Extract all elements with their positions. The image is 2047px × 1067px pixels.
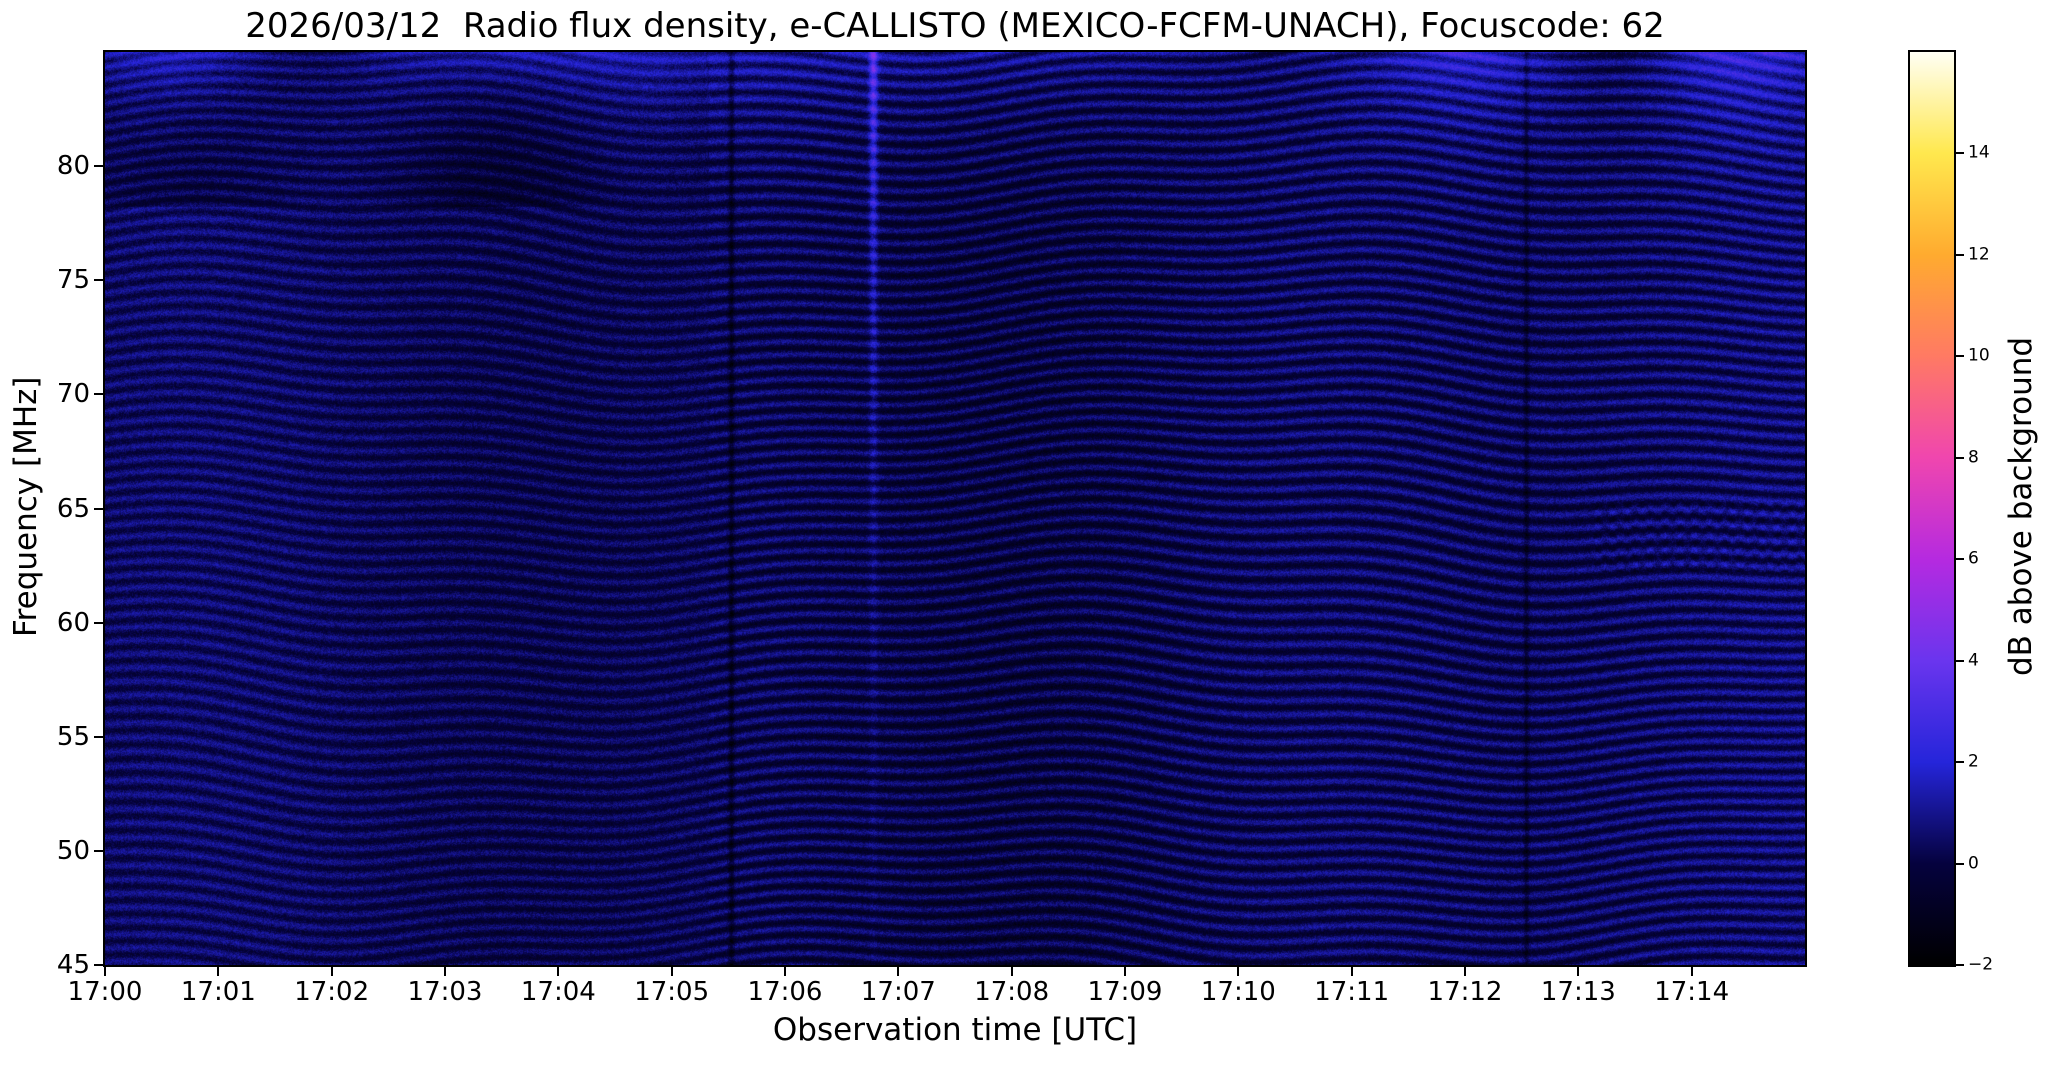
y-tick-label: 70 xyxy=(56,379,90,410)
colorbar-tick-label: 0 xyxy=(1968,853,1979,874)
y-tick-mark xyxy=(94,735,103,738)
x-tick-mark xyxy=(557,967,560,976)
x-tick-mark xyxy=(1124,967,1126,976)
x-tick-mark xyxy=(444,967,446,976)
x-tick-mark xyxy=(897,967,900,976)
colorbar-tick-label: 2 xyxy=(1968,751,1979,772)
y-tick-label: 45 xyxy=(56,950,90,980)
spectrogram-canvas xyxy=(105,52,1805,965)
colorbar-tick-label: 8 xyxy=(1968,447,1979,468)
x-tick-label: 17:11 xyxy=(1314,977,1390,1007)
x-tick-label: 17:05 xyxy=(634,977,710,1007)
colorbar-tick-label: 10 xyxy=(1968,345,1990,366)
y-tick-label: 80 xyxy=(56,151,90,182)
y-axis-tick-labels: 45 50 55 60 65 70 75 80 xyxy=(0,52,90,978)
y-tick-label: 50 xyxy=(56,835,90,866)
x-tick-mark xyxy=(670,967,673,976)
x-tick-mark xyxy=(1577,967,1580,976)
colorbar-tick-label: −2 xyxy=(1968,954,1994,975)
colorbar-gradient xyxy=(1910,52,1954,965)
colorbar-tick-label: 12 xyxy=(1968,244,1990,265)
y-tick-mark xyxy=(94,849,103,852)
colorbar xyxy=(1908,50,1956,967)
colorbar-tick-mark xyxy=(1956,355,1964,358)
x-tick-mark xyxy=(784,967,786,976)
colorbar-tick-mark xyxy=(1956,152,1964,155)
y-tick-label: 75 xyxy=(56,265,90,296)
x-tick-mark xyxy=(217,967,220,976)
x-tick-mark xyxy=(104,967,106,976)
y-tick-mark xyxy=(94,393,103,396)
y-tick-mark xyxy=(94,279,103,282)
colorbar-tick-label: 6 xyxy=(1968,548,1979,569)
plot-area xyxy=(103,50,1807,967)
colorbar-tick-labels: −2 0 2 4 6 8 10 12 14 xyxy=(1968,52,2008,973)
colorbar-label: dB above background xyxy=(2003,336,2039,677)
colorbar-tick-mark xyxy=(1956,862,1964,865)
x-tick-label: 17:08 xyxy=(974,977,1050,1007)
x-tick-label: 17:03 xyxy=(407,977,483,1007)
x-tick-label: 17:01 xyxy=(180,977,256,1007)
x-tick-mark xyxy=(1237,967,1240,976)
x-tick-label: 17:07 xyxy=(860,977,936,1007)
x-tick-label: 17:00 xyxy=(67,977,143,1007)
x-tick-label: 17:12 xyxy=(1427,977,1503,1007)
colorbar-tick-mark xyxy=(1956,659,1964,662)
x-tick-label: 17:14 xyxy=(1654,977,1730,1007)
y-tick-label: 65 xyxy=(56,493,90,524)
x-tick-label: 17:04 xyxy=(520,977,596,1007)
x-axis-label: Observation time [UTC] xyxy=(772,1012,1138,1048)
x-tick-label: 17:13 xyxy=(1540,977,1616,1007)
colorbar-tick-marks xyxy=(1956,52,1964,966)
colorbar-tick-label: 4 xyxy=(1968,650,1979,671)
colorbar-tick-label: 14 xyxy=(1968,142,1990,163)
chart-title: 2026/03/12 Radio flux density, e-CALLIST… xyxy=(245,6,1665,46)
y-axis-tick-marks xyxy=(94,52,103,966)
x-tick-mark xyxy=(1464,967,1466,976)
x-tick-label: 17:09 xyxy=(1087,977,1163,1007)
x-tick-mark xyxy=(1350,967,1353,976)
x-tick-label: 17:02 xyxy=(294,977,370,1007)
x-tick-label: 17:10 xyxy=(1200,977,1276,1007)
y-tick-mark xyxy=(94,507,103,510)
y-tick-mark xyxy=(94,165,103,168)
x-tick-mark xyxy=(1690,967,1693,976)
colorbar-tick-mark xyxy=(1956,253,1964,256)
x-tick-mark xyxy=(330,967,333,976)
colorbar-tick-mark xyxy=(1956,456,1964,459)
y-tick-label: 55 xyxy=(56,721,90,752)
colorbar-tick-mark xyxy=(1956,964,1964,966)
x-tick-mark xyxy=(1010,967,1013,976)
colorbar-tick-mark xyxy=(1956,761,1964,764)
colorbar-tick-mark xyxy=(1956,558,1964,561)
y-tick-mark xyxy=(94,621,103,624)
x-axis-tick-marks xyxy=(104,967,1805,976)
x-tick-label: 17:06 xyxy=(747,977,823,1007)
y-tick-label: 60 xyxy=(56,607,90,638)
x-axis-tick-labels: 17:00 17:01 17:02 17:03 17:04 17:05 17:06 17:07… xyxy=(68,977,1805,1010)
y-tick-mark xyxy=(94,964,103,966)
